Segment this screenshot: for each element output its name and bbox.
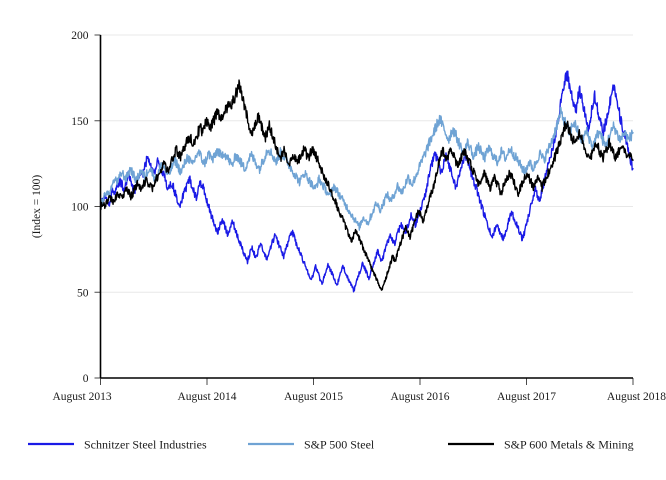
y-tick-labels: 0 50 100 150 200 [71, 30, 89, 385]
y-tick-marks [94, 34, 101, 379]
y-axis-title: (Index = 100) [31, 175, 43, 238]
y-tick-label: 150 [71, 116, 89, 128]
legend-label: S&P 500 Steel [304, 438, 375, 452]
series-line [99, 70, 634, 293]
x-tick-marks [100, 378, 634, 385]
x-tick-label: August 2018 [607, 391, 666, 403]
chart-legend: Schnitzer Steel Industries S&P 500 Steel S… [28, 438, 634, 452]
series-line [99, 106, 634, 231]
plot-lines [99, 70, 634, 293]
x-tick-label: August 2017 [497, 391, 556, 403]
y-tick-label: 200 [71, 30, 89, 42]
x-tick-label: August 2013 [53, 391, 112, 403]
x-tick-label: August 2014 [177, 391, 236, 403]
x-tick-labels: August 2013 August 2014 August 2015 August … [53, 391, 666, 403]
y-tick-label: 0 [83, 373, 89, 385]
y-tick-label: 50 [77, 287, 89, 299]
x-tick-label: August 2016 [390, 391, 449, 403]
legend-label: Schnitzer Steel Industries [84, 438, 207, 452]
x-tick-label: August 2015 [284, 391, 343, 403]
gridlines [100, 34, 633, 293]
legend-label: S&P 600 Metals & Mining [504, 438, 634, 452]
y-tick-label: 100 [71, 202, 89, 214]
series-line [99, 79, 634, 291]
